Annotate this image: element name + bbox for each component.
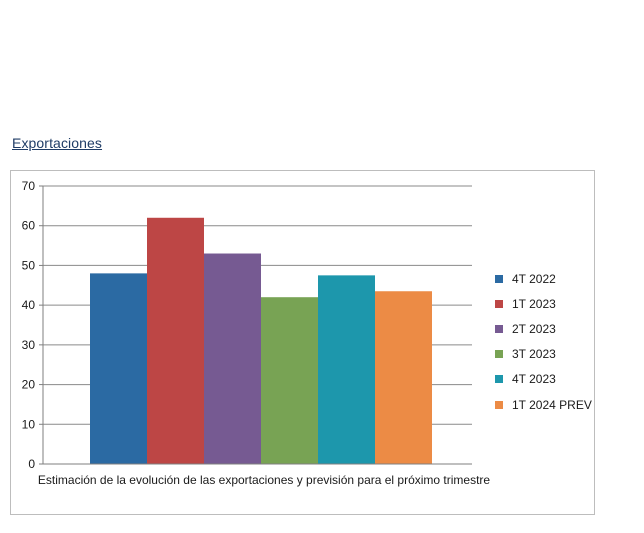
- legend-item: 1T 2024 PREV: [495, 392, 592, 417]
- legend-label: 2T 2023: [512, 321, 556, 336]
- bar: [147, 217, 204, 464]
- legend-swatch: [495, 274, 503, 283]
- y-tick-label: 50: [22, 258, 36, 272]
- legend-item: 3T 2023: [495, 342, 592, 367]
- legend-swatch: [495, 350, 503, 359]
- y-tick-label: 30: [22, 338, 36, 352]
- chart-legend: 4T 2022 1T 2023 2T 2023 3T 2023 4T 2023 1T 20…: [495, 266, 592, 417]
- bar-chart: 0 10 20 30 40 50 60 70: [22, 179, 472, 471]
- legend-swatch: [495, 400, 503, 409]
- chart-frame: 0 10 20 30 40 50 60 70 4T 2022 1T 2023 2T 2023 3T …: [10, 170, 595, 515]
- legend-item: 1T 2023: [495, 291, 592, 316]
- legend-label: 3T 2023: [512, 347, 556, 362]
- x-axis-label: Estimación de la evolución de las export…: [37, 473, 491, 487]
- legend-swatch: [495, 324, 503, 333]
- y-tick-label: 20: [22, 378, 36, 392]
- legend-swatch: [495, 375, 503, 384]
- bar: [261, 297, 318, 464]
- y-tick-label: 40: [22, 298, 36, 312]
- legend-item: 2T 2023: [495, 316, 592, 341]
- bar: [90, 273, 147, 464]
- bar: [318, 275, 375, 464]
- section-title[interactable]: Exportaciones: [12, 135, 103, 151]
- legend-label: 1T 2023: [512, 296, 556, 311]
- y-tick-label: 70: [22, 179, 36, 193]
- bar: [204, 253, 261, 464]
- legend-item: 4T 2023: [495, 367, 592, 392]
- y-tick-label: 10: [22, 417, 36, 431]
- y-tick-label: 0: [28, 457, 35, 471]
- y-tick-label: 60: [22, 219, 36, 233]
- legend-item: 4T 2022: [495, 266, 592, 291]
- legend-label: 4T 2023: [512, 372, 556, 387]
- legend-swatch: [495, 299, 503, 308]
- legend-label: 1T 2024 PREV: [512, 397, 592, 412]
- legend-label: 4T 2022: [512, 271, 556, 286]
- bar: [375, 291, 432, 464]
